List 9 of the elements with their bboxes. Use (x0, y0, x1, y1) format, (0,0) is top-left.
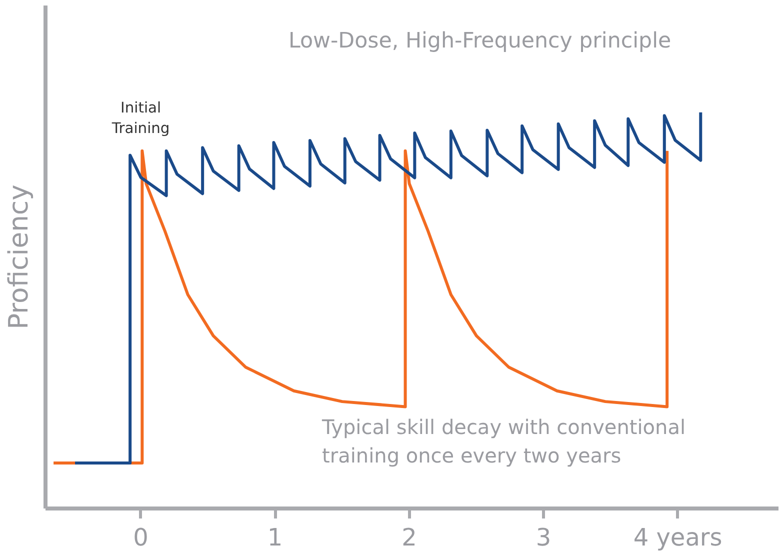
x-tick-label: 2 (402, 524, 417, 552)
x-tick-label: 1 (267, 524, 283, 552)
x-tick-label: 3 (536, 524, 552, 552)
annotation: Typical skill decay with conventional training once every two years (321, 414, 686, 468)
x-tick-label: 0 (133, 524, 148, 552)
annotation: Initial Training (110, 99, 170, 137)
y-axis-title: Proficiency (4, 184, 34, 330)
text: Low-Dose, High-Frequency principle (288, 28, 672, 54)
x-tick-label: 4 years (633, 524, 722, 552)
